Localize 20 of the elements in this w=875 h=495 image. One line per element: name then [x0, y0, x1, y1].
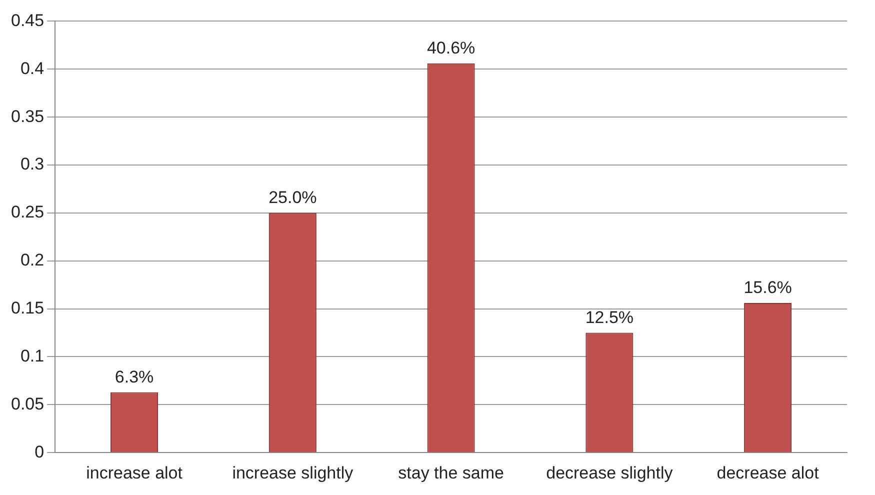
y-tick-label: 0	[34, 442, 44, 462]
data-label: 15.6%	[744, 278, 792, 298]
y-tick-label: 0.05	[10, 394, 44, 414]
y-tick-label: 0.3	[20, 154, 44, 174]
data-label: 25.0%	[268, 188, 317, 208]
data-label: 6.3%	[114, 367, 154, 386]
x-tick-label: increase slightly	[232, 463, 354, 482]
y-tick-label: 0.45	[10, 10, 44, 30]
x-tick-label: decrease slightly	[546, 463, 674, 482]
y-tick-label: 0.2	[20, 250, 44, 270]
y-tick-label: 0.1	[20, 346, 44, 366]
y-tick-label: 0.15	[10, 298, 44, 318]
x-tick-label: increase alot	[86, 463, 183, 482]
data-label: 12.5%	[585, 308, 634, 327]
x-tick-label: decrease alot	[716, 463, 820, 482]
y-tick-label: 0.35	[10, 106, 44, 126]
x-tick-label: stay the same	[398, 463, 504, 482]
y-tick-label: 0.4	[20, 58, 44, 78]
data-label: 40.6%	[426, 38, 476, 58]
y-tick-label: 0.25	[10, 202, 44, 222]
